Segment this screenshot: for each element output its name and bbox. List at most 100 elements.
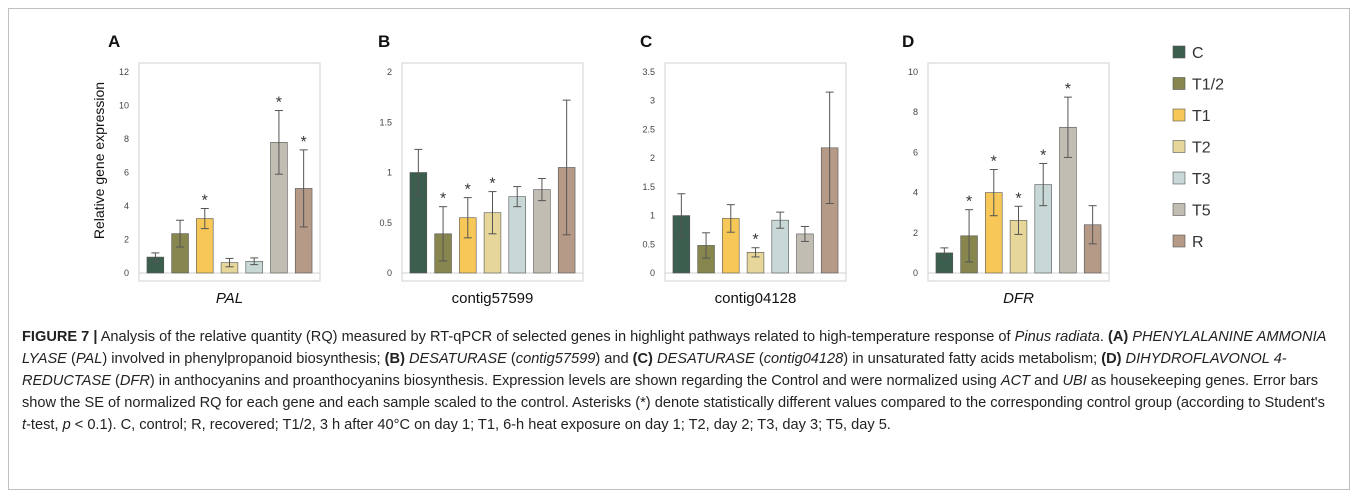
legend-swatch — [1172, 203, 1186, 216]
caption-gene-a: PHENYLALANINE AMMONIA LYASE — [22, 329, 1326, 367]
panel-a: A 0 2 4 6 8 10 12 Relative gene expression * * * PAL — [91, 32, 321, 307]
y-tick-label: 3.5 — [642, 67, 655, 77]
panel-letter-a: A — [108, 32, 120, 51]
legend-label: T1 — [1192, 108, 1211, 125]
y-tick-label: 0 — [124, 268, 129, 278]
y-tick-label: 1 — [387, 168, 392, 178]
plot-frame — [138, 62, 321, 282]
y-tick-label: 1 — [650, 211, 655, 221]
bar-t3 — [508, 196, 526, 274]
plot-frame — [927, 62, 1110, 282]
legend-label: R — [1192, 234, 1204, 251]
legend-swatch — [1172, 45, 1186, 59]
caption-label-d: (D) — [1101, 351, 1122, 367]
significance-star: * — [301, 134, 307, 151]
panel-letter-b: B — [378, 32, 390, 51]
caption-text: ( — [506, 351, 516, 367]
panel-c: C 0 0.5 1 1.5 2 2.5 3 3.5 * contig04128 — [640, 32, 847, 307]
bar-t5 — [533, 189, 551, 274]
y-tick-label: 12 — [119, 67, 129, 77]
caption-gene-b: DESATURASE — [404, 351, 507, 367]
significance-star: * — [1040, 147, 1046, 164]
caption-gene-a-short: PAL — [75, 351, 103, 367]
significance-star: * — [276, 95, 282, 112]
caption-text: ) in unsaturated fatty acids metabolism; — [843, 351, 1102, 367]
significance-star: * — [966, 194, 972, 211]
x-axis-label: contig57599 — [452, 290, 534, 307]
panel-letter-c: C — [640, 32, 652, 51]
caption-heading: FIGURE 7 | — [22, 329, 98, 345]
y-tick-label: 2 — [650, 153, 655, 163]
caption-act: ACT — [1000, 373, 1031, 389]
panel-letter-d: D — [902, 32, 914, 51]
y-tick-label: 0 — [913, 268, 918, 278]
caption-text: ) in anthocyanins and proanthocyanins bi… — [149, 373, 1001, 389]
y-tick-label: 0.5 — [642, 239, 655, 249]
caption-text: ( — [110, 373, 120, 389]
caption-text: < 0.1). C, control; R, recovered; T1/2, … — [70, 417, 891, 433]
legend-label: C — [1192, 45, 1204, 62]
significance-star: * — [202, 193, 208, 210]
y-tick-label: 6 — [913, 147, 918, 157]
caption-label-b: (B) — [384, 351, 405, 367]
legend-swatch — [1172, 140, 1186, 153]
y-tick-label: 0 — [387, 268, 392, 278]
legend-label: T2 — [1192, 140, 1211, 157]
x-axis-label: contig04128 — [715, 290, 797, 307]
y-tick-label: 8 — [124, 134, 129, 144]
y-tick-label: 0.5 — [379, 218, 392, 228]
figure-frame — [8, 8, 1350, 490]
legend-swatch — [1172, 77, 1186, 90]
caption-text: Analysis of the relative quantity (RQ) m… — [97, 329, 1015, 345]
plot-frame — [664, 62, 847, 282]
y-tick-label: 4 — [913, 188, 918, 198]
y-tick-label: 3 — [650, 96, 655, 106]
significance-star: * — [752, 232, 758, 249]
y-tick-label: 8 — [913, 107, 918, 117]
caption-text: ( — [66, 351, 76, 367]
caption-text: ) and — [595, 351, 633, 367]
y-tick-label: 1.5 — [642, 182, 655, 192]
legend-swatch — [1172, 171, 1186, 185]
caption-text: and — [1030, 373, 1063, 389]
y-tick-label: 2.5 — [642, 124, 655, 134]
caption-text: as housekeeping genes. Error bars show t… — [22, 373, 1325, 411]
y-tick-label: 10 — [119, 101, 129, 111]
caption-species: Pinus radiata — [1014, 329, 1100, 345]
x-axis-label: DFR — [1003, 290, 1034, 307]
caption-gene-d-short: DFR — [119, 373, 150, 389]
y-axis-label: Relative gene expression — [91, 82, 107, 239]
caption-ubi: UBI — [1062, 373, 1087, 389]
figure-caption: FIGURE 7 | Analysis of the relative quan… — [22, 326, 1337, 436]
legend: C T1/2 T1 T2 T3 T5 R — [1172, 45, 1224, 251]
y-tick-label: 1.5 — [379, 117, 392, 127]
y-tick-label: 0 — [650, 268, 655, 278]
caption-text: ) involved in phenylpropanoid biosynthes… — [102, 351, 385, 367]
y-tick-label: 2 — [913, 228, 918, 238]
legend-swatch — [1172, 108, 1186, 122]
significance-star: * — [1065, 81, 1071, 98]
y-tick-label: 2 — [124, 235, 129, 245]
caption-text: ( — [754, 351, 764, 367]
caption-gene-b-contig: contig57599 — [515, 351, 596, 367]
caption-text: . — [1099, 329, 1108, 345]
caption-gene-c: DESATURASE — [652, 351, 755, 367]
caption-label-a: (A) — [1107, 329, 1129, 345]
caption-text: -test, — [26, 417, 63, 433]
plot-frame — [401, 62, 584, 282]
x-axis-label: PAL — [216, 290, 243, 307]
caption-label-c: (C) — [632, 351, 653, 367]
caption-gene-c-contig: contig04128 — [763, 351, 844, 367]
caption-t: t — [22, 417, 27, 433]
caption-p: p — [62, 417, 71, 433]
y-tick-label: 2 — [387, 67, 392, 77]
y-tick-label: 4 — [124, 201, 129, 211]
legend-label: T1/2 — [1192, 77, 1224, 94]
significance-star: * — [991, 153, 997, 170]
panel-b: B 0 0.5 1 1.5 2 * * * contig57599 — [378, 32, 584, 307]
legend-label: T5 — [1192, 203, 1211, 220]
y-tick-label: 10 — [908, 67, 918, 77]
legend-swatch — [1172, 234, 1186, 248]
significance-star: * — [1015, 190, 1021, 207]
